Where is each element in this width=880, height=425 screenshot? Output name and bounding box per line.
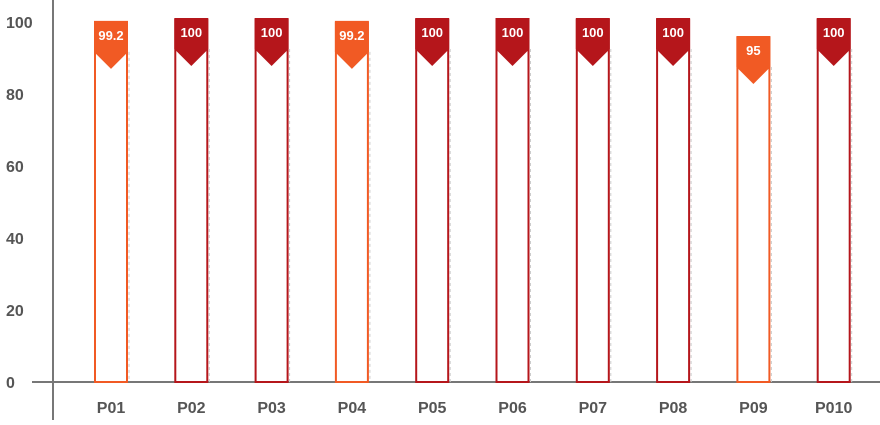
bar <box>495 18 530 383</box>
bar-marker <box>415 19 450 66</box>
bar-marker <box>174 19 209 66</box>
y-tick-label: 60 <box>6 159 24 176</box>
bar <box>174 18 209 383</box>
x-tick-label: P07 <box>579 400 608 417</box>
x-tick-label: P09 <box>739 400 768 417</box>
x-tick-label: P02 <box>177 400 206 417</box>
x-tick-label: P05 <box>418 400 447 417</box>
data-label: 95 <box>746 43 760 58</box>
data-label: 100 <box>582 25 604 40</box>
data-label: 100 <box>823 25 845 40</box>
bar <box>334 20 369 383</box>
data-label: 99.2 <box>339 28 364 43</box>
y-tick-label: 100 <box>6 15 33 32</box>
bar <box>254 18 289 383</box>
y-tick-label: 20 <box>6 303 24 320</box>
y-tick-label: 0 <box>6 375 15 392</box>
x-tick-label: P010 <box>815 400 852 417</box>
bar-marker <box>334 21 369 69</box>
x-tick-label: P04 <box>338 400 367 417</box>
y-tick-label: 40 <box>6 231 24 248</box>
bar <box>94 20 128 383</box>
bar-marker <box>254 19 289 66</box>
data-label: 100 <box>502 25 524 40</box>
bar-marker <box>495 19 530 66</box>
x-tick-label: P03 <box>257 400 286 417</box>
data-label: 100 <box>180 25 202 40</box>
bar <box>415 18 450 383</box>
data-label: 100 <box>662 25 684 40</box>
x-tick-label: P08 <box>659 400 688 417</box>
data-label: 99.2 <box>98 28 123 43</box>
data-label: 100 <box>261 25 283 40</box>
bar <box>736 36 771 383</box>
bar <box>575 18 610 383</box>
bar-marker <box>656 19 691 66</box>
bar-marker <box>94 21 128 69</box>
bar <box>656 18 691 383</box>
bar-marker <box>575 19 610 66</box>
bar-marker <box>816 19 851 66</box>
data-label: 100 <box>421 25 443 40</box>
x-tick-label: P01 <box>97 400 126 417</box>
bar <box>816 18 851 383</box>
x-tick-label: P06 <box>498 400 527 417</box>
bar-marker <box>736 37 771 84</box>
y-tick-label: 80 <box>6 87 24 104</box>
